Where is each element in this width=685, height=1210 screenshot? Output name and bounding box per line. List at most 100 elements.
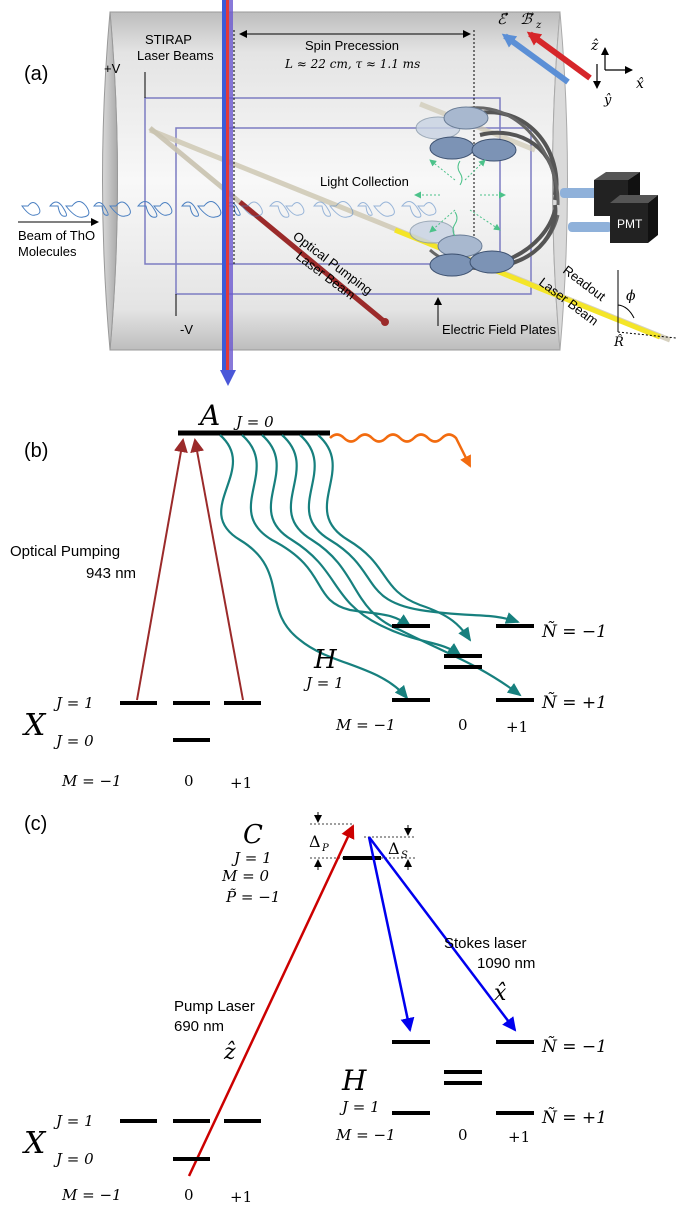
optical-pumping-beam-origin [381, 318, 389, 326]
panel-c: (c) C J = 1 M = 0 P̃ = −1 Δ P Δ S Pump L… [22, 812, 607, 1206]
field-plate-top [144, 97, 501, 265]
h-m-minus: M = −1 [335, 716, 396, 734]
stirap-beam-red [226, 0, 229, 372]
chamber-right-end [552, 11, 568, 351]
c-state-label: C [243, 820, 263, 850]
fluorescence-ray [429, 159, 456, 181]
decay-arrow [241, 434, 412, 628]
delta-s-label: Δ [388, 839, 400, 858]
panel-b-label: (b) [24, 440, 48, 462]
molecule [48, 201, 67, 217]
molecule [268, 201, 290, 218]
stokes-polarization: x̂ [494, 981, 507, 1006]
decay-arrow [261, 434, 462, 657]
fluorescence-wiggle [452, 211, 458, 237]
delta-p-subscript: P [321, 843, 329, 854]
electric-plates-label: Electric Field Plates [442, 322, 557, 337]
delta-s-subscript: S [401, 850, 408, 861]
molecule [108, 201, 131, 217]
molecule [372, 201, 395, 217]
light-collection-label: Light Collection [320, 174, 409, 189]
decay-arrow [317, 434, 472, 642]
lens [429, 136, 475, 160]
x-m-minus: M = −1 [61, 772, 122, 790]
a-state-label: A [197, 399, 220, 432]
stirap-beam-blue [222, 0, 226, 372]
molecule [180, 201, 199, 217]
pmt-label: PMT [617, 217, 643, 231]
light-guide [568, 222, 612, 232]
pumping-wavelength-label: 943 nm [86, 565, 136, 582]
light-collection-optics [409, 106, 560, 277]
pmt-detectors: PMT [560, 172, 658, 243]
decay-arrow [299, 434, 520, 624]
h-state-j: J = 1 [339, 1098, 380, 1116]
molecule [136, 201, 158, 218]
n-minus-label: Ñ = −1 [541, 621, 607, 642]
molecule [312, 201, 331, 217]
b-field-label: ℬ⃗ [520, 10, 535, 28]
stokes-arrow-plus [368, 836, 517, 1032]
molecule [21, 202, 41, 216]
fluorescence-ray [429, 209, 456, 233]
r-hat-label: R̂ [613, 334, 624, 350]
panel-a-label: (a) [24, 63, 48, 85]
stokes-wavelength-label: 1090 nm [477, 955, 535, 972]
minus-v-label: -V [180, 322, 193, 337]
optical-pumping-beam [238, 200, 387, 324]
pmt-box-top [594, 172, 640, 180]
decay-to-other-states [329, 433, 472, 468]
stokes-laser-label: Stokes laser [444, 935, 527, 952]
z-axis-label: ẑ [590, 37, 599, 54]
beam-label-line2: Molecules [18, 244, 77, 259]
decay-arrow [219, 434, 409, 700]
h-m-minus: M = −1 [335, 1126, 396, 1144]
pump-arrow-left [136, 438, 188, 701]
h-m-plus: +1 [508, 1128, 530, 1146]
h-state-label: H [313, 645, 338, 675]
b-field-arrow [526, 31, 592, 81]
molecule-beam [21, 201, 437, 218]
c-state-j: J = 1 [231, 849, 272, 867]
phi-arc [617, 304, 635, 319]
light-guide [560, 188, 598, 198]
stirap-label-line2: Laser Beams [137, 48, 214, 63]
h-m-zero: 0 [458, 1126, 468, 1144]
x-state-j0: J = 0 [53, 732, 94, 750]
phi-label: ϕ [626, 288, 636, 304]
pump-arrow-right [190, 438, 244, 701]
spin-precession-label: Spin Precession [305, 38, 399, 53]
stirap-label-line1: STIRAP [145, 32, 192, 47]
pump-laser-arrow [187, 824, 355, 1177]
lens [437, 234, 483, 258]
x-state-j1: J = 1 [53, 1112, 94, 1130]
stirap-beam-arrowhead [220, 370, 236, 386]
x-m-zero: 0 [184, 772, 194, 790]
h-state-j: J = 1 [303, 674, 344, 692]
lens [471, 138, 517, 162]
stirap-beam-violet [229, 0, 233, 372]
lens [469, 250, 515, 274]
e-field-label: ℰ⃗ [497, 10, 509, 28]
a-state-j: J = 0 [233, 413, 274, 431]
panel-a: (a) +V -V Beam of ThO Molecules S [18, 0, 677, 386]
n-plus-label: Ñ = +1 [541, 692, 607, 713]
fiber-bundle [459, 106, 560, 206]
pump-wavelength-label: 690 nm [174, 1018, 224, 1035]
x-m-plus: +1 [230, 774, 252, 792]
molecule [285, 202, 305, 216]
h-state-label: H [341, 1064, 367, 1097]
r-hat-line [617, 331, 677, 339]
pmt-box-top [610, 195, 658, 203]
e-field-arrow [501, 33, 570, 85]
c-state-parity: P̃ = −1 [225, 888, 280, 906]
fluorescence-ray [464, 159, 486, 181]
y-axis-label: ŷ [603, 93, 612, 108]
c-state-m: M = 0 [221, 867, 269, 885]
decay-arrow [281, 434, 522, 697]
pmt-box-front [610, 203, 648, 243]
panel-c-label: (c) [24, 813, 47, 835]
pump-polarization: ẑ [223, 1040, 236, 1065]
x-state-label: X [22, 708, 47, 743]
